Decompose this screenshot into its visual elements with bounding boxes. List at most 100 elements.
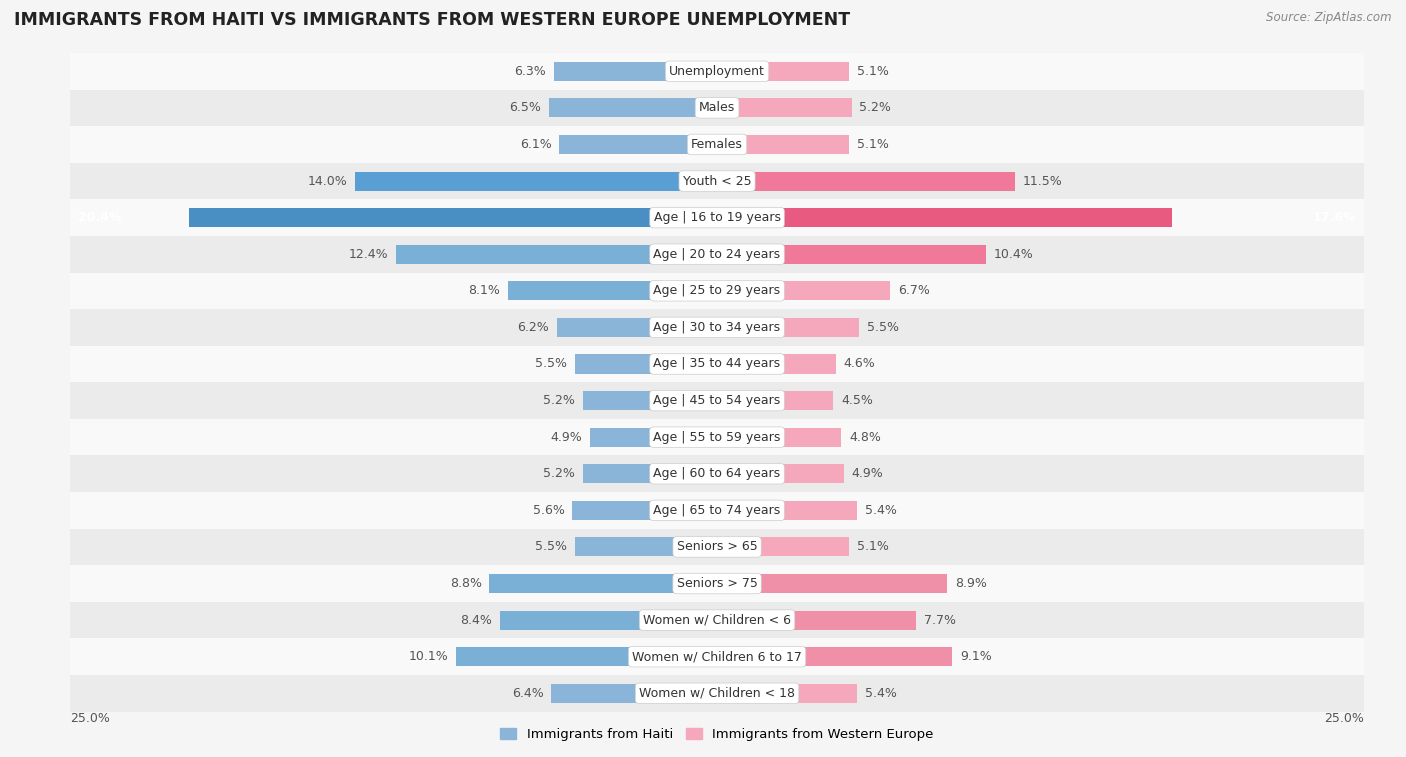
Bar (717, 501, 856, 520)
Text: Women w/ Children < 18: Women w/ Children < 18 (640, 687, 794, 699)
Bar (560, 135, 717, 154)
Text: 11.5%: 11.5% (1022, 175, 1062, 188)
Text: 7.7%: 7.7% (924, 614, 956, 627)
Bar (717, 464, 844, 483)
Bar (582, 464, 717, 483)
Text: Age | 30 to 34 years: Age | 30 to 34 years (654, 321, 780, 334)
Bar (557, 318, 717, 337)
Bar (508, 282, 717, 301)
Bar (717, 245, 986, 263)
Text: 4.8%: 4.8% (849, 431, 882, 444)
Text: 5.5%: 5.5% (868, 321, 898, 334)
Text: 8.4%: 8.4% (460, 614, 492, 627)
Bar (70, 675, 1364, 712)
Bar (70, 236, 1364, 273)
Bar (70, 602, 1364, 638)
Text: 25.0%: 25.0% (70, 712, 110, 724)
Bar (582, 391, 717, 410)
Text: Age | 25 to 29 years: Age | 25 to 29 years (654, 285, 780, 298)
Bar (70, 528, 1364, 565)
Text: Age | 60 to 64 years: Age | 60 to 64 years (654, 467, 780, 480)
Text: 10.4%: 10.4% (994, 248, 1033, 260)
Bar (70, 199, 1364, 236)
Text: 5.5%: 5.5% (536, 357, 567, 370)
Bar (717, 208, 1173, 227)
Text: Youth < 25: Youth < 25 (683, 175, 751, 188)
Text: Age | 65 to 74 years: Age | 65 to 74 years (654, 504, 780, 517)
Text: Females: Females (692, 138, 742, 151)
Bar (70, 163, 1364, 199)
Bar (717, 611, 917, 630)
Bar (70, 492, 1364, 528)
Bar (190, 208, 717, 227)
Bar (70, 638, 1364, 675)
Bar (489, 574, 717, 593)
Text: 6.5%: 6.5% (509, 101, 541, 114)
Bar (70, 419, 1364, 456)
Bar (717, 537, 849, 556)
Text: Seniors > 65: Seniors > 65 (676, 540, 758, 553)
Text: IMMIGRANTS FROM HAITI VS IMMIGRANTS FROM WESTERN EUROPE UNEMPLOYMENT: IMMIGRANTS FROM HAITI VS IMMIGRANTS FROM… (14, 11, 851, 30)
Text: 5.1%: 5.1% (856, 65, 889, 78)
Bar (572, 501, 717, 520)
Text: 5.2%: 5.2% (859, 101, 891, 114)
Bar (548, 98, 717, 117)
Text: 6.3%: 6.3% (515, 65, 547, 78)
Text: 5.2%: 5.2% (543, 394, 575, 407)
Bar (456, 647, 717, 666)
Bar (70, 273, 1364, 309)
Bar (70, 53, 1364, 89)
Text: 14.0%: 14.0% (308, 175, 347, 188)
Text: 25.0%: 25.0% (1324, 712, 1364, 724)
Bar (717, 98, 852, 117)
Text: Source: ZipAtlas.com: Source: ZipAtlas.com (1267, 11, 1392, 24)
Bar (717, 647, 952, 666)
Text: 6.7%: 6.7% (898, 285, 929, 298)
Text: Women w/ Children < 6: Women w/ Children < 6 (643, 614, 792, 627)
Text: Age | 20 to 24 years: Age | 20 to 24 years (654, 248, 780, 260)
Bar (717, 574, 948, 593)
Text: 17.6%: 17.6% (1313, 211, 1355, 224)
Bar (554, 62, 717, 81)
Text: 4.9%: 4.9% (551, 431, 582, 444)
Bar (717, 282, 890, 301)
Text: 5.5%: 5.5% (536, 540, 567, 553)
Text: 4.5%: 4.5% (841, 394, 873, 407)
Text: 5.4%: 5.4% (865, 687, 897, 699)
Text: 20.4%: 20.4% (79, 211, 121, 224)
Text: 5.2%: 5.2% (543, 467, 575, 480)
Text: 10.1%: 10.1% (408, 650, 449, 663)
Bar (717, 354, 837, 373)
Bar (354, 172, 717, 191)
Bar (499, 611, 717, 630)
Bar (70, 456, 1364, 492)
Bar (70, 346, 1364, 382)
Text: 5.1%: 5.1% (856, 138, 889, 151)
Bar (717, 391, 834, 410)
Text: Age | 35 to 44 years: Age | 35 to 44 years (654, 357, 780, 370)
Text: 6.1%: 6.1% (520, 138, 551, 151)
Text: Women w/ Children 6 to 17: Women w/ Children 6 to 17 (633, 650, 801, 663)
Text: 5.6%: 5.6% (533, 504, 564, 517)
Text: Males: Males (699, 101, 735, 114)
Text: 4.6%: 4.6% (844, 357, 876, 370)
Text: 4.9%: 4.9% (852, 467, 883, 480)
Text: 6.4%: 6.4% (512, 687, 544, 699)
Text: Seniors > 75: Seniors > 75 (676, 577, 758, 590)
Text: Age | 16 to 19 years: Age | 16 to 19 years (654, 211, 780, 224)
Bar (396, 245, 717, 263)
Legend: Immigrants from Haiti, Immigrants from Western Europe: Immigrants from Haiti, Immigrants from W… (501, 728, 934, 741)
Text: 9.1%: 9.1% (960, 650, 993, 663)
Text: Age | 45 to 54 years: Age | 45 to 54 years (654, 394, 780, 407)
Bar (70, 382, 1364, 419)
Text: 6.2%: 6.2% (517, 321, 548, 334)
Bar (717, 135, 849, 154)
Bar (70, 309, 1364, 346)
Bar (70, 565, 1364, 602)
Text: 5.4%: 5.4% (865, 504, 897, 517)
Text: 8.1%: 8.1% (468, 285, 499, 298)
Text: 5.1%: 5.1% (856, 540, 889, 553)
Text: Age | 55 to 59 years: Age | 55 to 59 years (654, 431, 780, 444)
Text: 8.8%: 8.8% (450, 577, 482, 590)
Bar (70, 89, 1364, 126)
